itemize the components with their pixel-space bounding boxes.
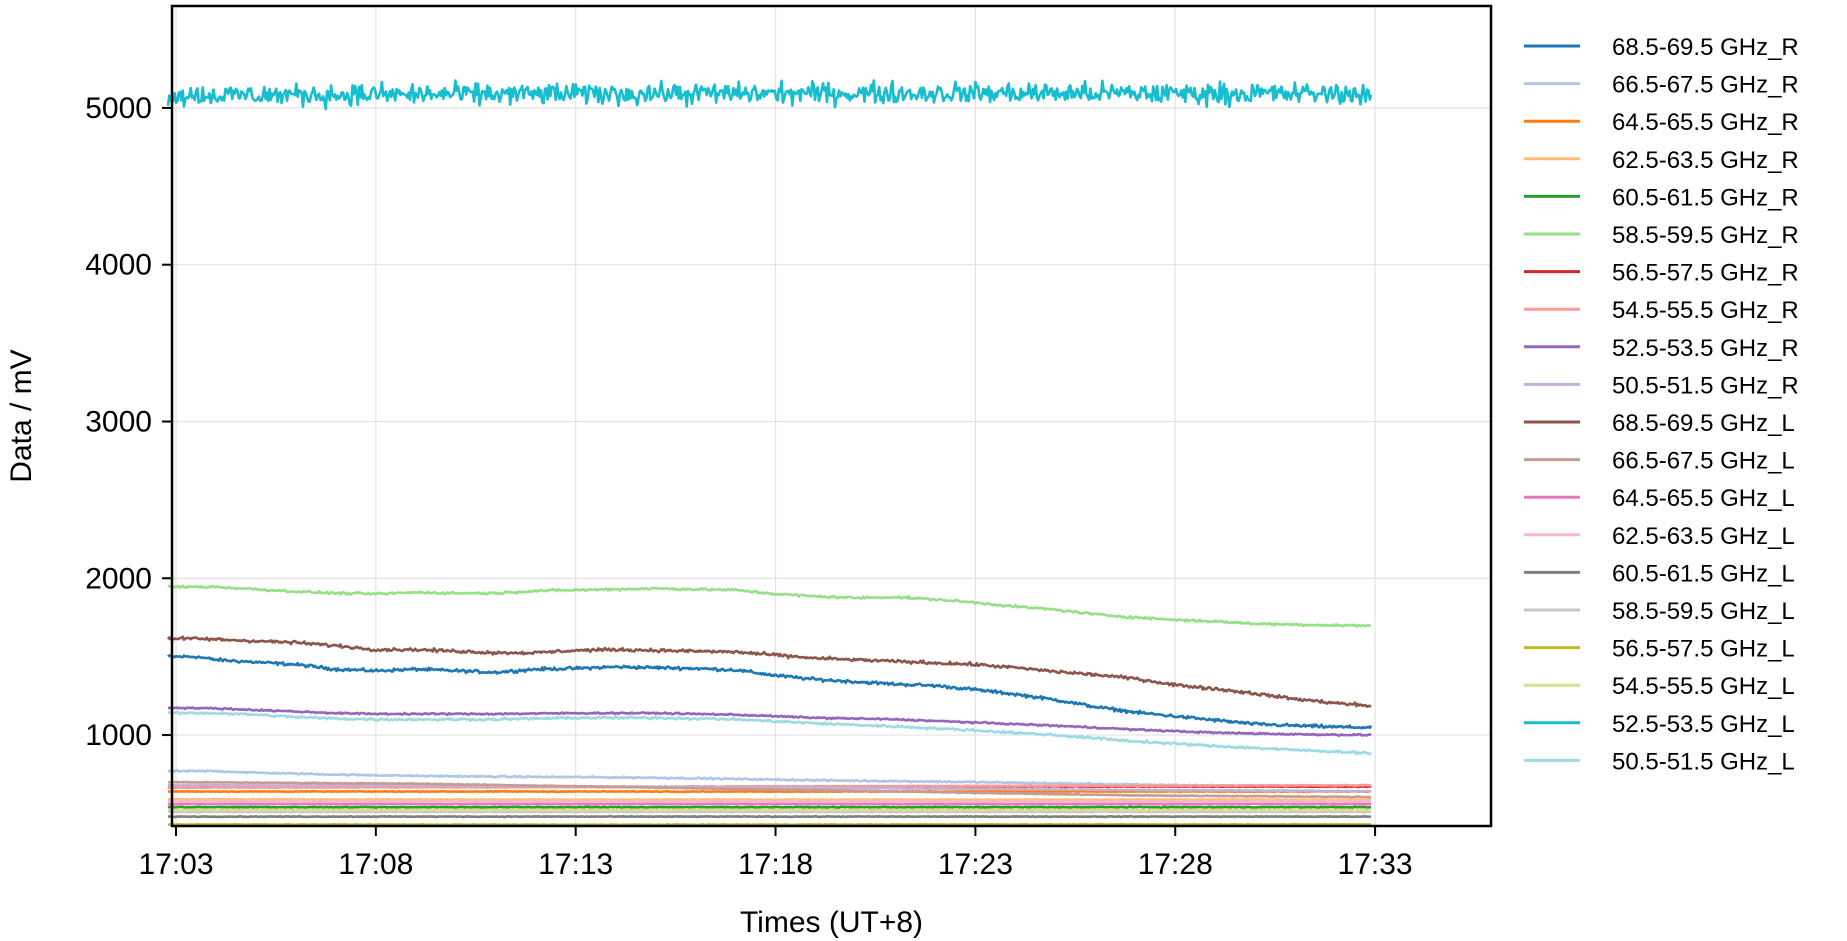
y-tick-label: 3000 <box>85 405 152 438</box>
x-tick-label: 17:33 <box>1338 848 1413 881</box>
series-line <box>167 805 1372 809</box>
legend-label: 54.5-55.5 GHz_L <box>1612 673 1795 700</box>
axis-ticks: 17:03 17:08 17:13 17:18 17:23 17:28 17:33 1000 2… <box>85 92 1412 881</box>
legend-label: 50.5-51.5 GHz_L <box>1612 748 1795 775</box>
legend-entry: 50.5-51.5 GHz_R <box>1524 372 1799 399</box>
series-line <box>167 783 1372 793</box>
series-line <box>166 635 1372 708</box>
y-tick-label: 1000 <box>85 719 152 752</box>
legend-entry: 58.5-59.5 GHz_L <box>1524 598 1795 625</box>
legend-entry: 56.5-57.5 GHz_R <box>1524 260 1799 287</box>
x-tick-label: 17:23 <box>938 848 1013 881</box>
legend-entry: 64.5-65.5 GHz_L <box>1524 485 1795 512</box>
legend-entry: 62.5-63.5 GHz_R <box>1524 147 1799 174</box>
series-line <box>167 822 1372 827</box>
legend-label: 64.5-65.5 GHz_R <box>1612 109 1799 136</box>
x-tick-label: 17:08 <box>338 848 413 881</box>
x-tick-label: 17:18 <box>738 848 813 881</box>
legend-entry: 54.5-55.5 GHz_L <box>1524 673 1795 700</box>
legend-label: 60.5-61.5 GHz_L <box>1612 560 1795 587</box>
legend-entry: 66.5-67.5 GHz_R <box>1524 72 1799 99</box>
legend-entry: 50.5-51.5 GHz_L <box>1524 748 1795 775</box>
x-tick-label: 17:28 <box>1138 848 1213 881</box>
legend-label: 62.5-63.5 GHz_R <box>1612 147 1799 174</box>
legend-label: 68.5-69.5 GHz_L <box>1612 410 1795 437</box>
legend-label: 68.5-69.5 GHz_R <box>1612 34 1799 61</box>
series-line <box>168 799 1372 804</box>
y-tick-label: 5000 <box>85 92 152 125</box>
legend-label: 58.5-59.5 GHz_R <box>1612 222 1799 249</box>
legend-label: 64.5-65.5 GHz_L <box>1612 485 1795 512</box>
x-axis-label: Times (UT+8) <box>740 906 923 939</box>
y-tick-label: 4000 <box>85 249 152 282</box>
legend-entry: 60.5-61.5 GHz_R <box>1524 184 1799 211</box>
series-line <box>167 584 1372 628</box>
legend-label: 52.5-53.5 GHz_R <box>1612 335 1799 362</box>
legend-label: 52.5-53.5 GHz_L <box>1612 711 1795 738</box>
series-line <box>167 814 1372 819</box>
y-tick-label: 2000 <box>85 562 152 595</box>
legend-label: 58.5-59.5 GHz_L <box>1612 598 1795 625</box>
series-line <box>166 79 1373 111</box>
legend-label: 60.5-61.5 GHz_R <box>1612 184 1799 211</box>
legend: 68.5-69.5 GHz_R 66.5-67.5 GHz_R 64.5-65.5 … <box>1524 34 1799 775</box>
plot-frame <box>170 4 1493 828</box>
legend-label: 54.5-55.5 GHz_R <box>1612 297 1799 324</box>
legend-label: 56.5-57.5 GHz_L <box>1612 636 1795 663</box>
legend-entry: 68.5-69.5 GHz_L <box>1524 410 1795 437</box>
legend-label: 56.5-57.5 GHz_R <box>1612 260 1799 287</box>
y-axis-label: Data / mV <box>5 349 38 482</box>
series-line <box>167 797 1372 802</box>
series-line <box>167 780 1372 799</box>
grid-lines <box>172 6 1491 826</box>
legend-label: 62.5-63.5 GHz_L <box>1612 523 1795 550</box>
series-line <box>167 808 1372 813</box>
series-line <box>168 710 1372 756</box>
series-line <box>167 654 1373 730</box>
legend-entry: 66.5-67.5 GHz_L <box>1524 448 1795 475</box>
series-line <box>168 706 1372 737</box>
legend-entry: 60.5-61.5 GHz_L <box>1524 560 1795 587</box>
legend-entry: 52.5-53.5 GHz_L <box>1524 711 1795 738</box>
legend-label: 66.5-67.5 GHz_R <box>1612 72 1799 99</box>
legend-entry: 58.5-59.5 GHz_R <box>1524 222 1799 249</box>
legend-entry: 68.5-69.5 GHz_R <box>1524 34 1799 61</box>
legend-entry: 62.5-63.5 GHz_L <box>1524 523 1795 550</box>
x-tick-label: 17:03 <box>138 848 213 881</box>
legend-entry: 56.5-57.5 GHz_L <box>1524 636 1795 663</box>
series-lines <box>166 79 1373 827</box>
series-line <box>167 802 1372 806</box>
legend-label: 66.5-67.5 GHz_L <box>1612 448 1795 475</box>
legend-entry: 52.5-53.5 GHz_R <box>1524 335 1799 362</box>
legend-entry: 54.5-55.5 GHz_R <box>1524 297 1799 324</box>
legend-entry: 64.5-65.5 GHz_R <box>1524 109 1799 136</box>
x-tick-label: 17:13 <box>538 848 613 881</box>
legend-label: 50.5-51.5 GHz_R <box>1612 372 1799 399</box>
